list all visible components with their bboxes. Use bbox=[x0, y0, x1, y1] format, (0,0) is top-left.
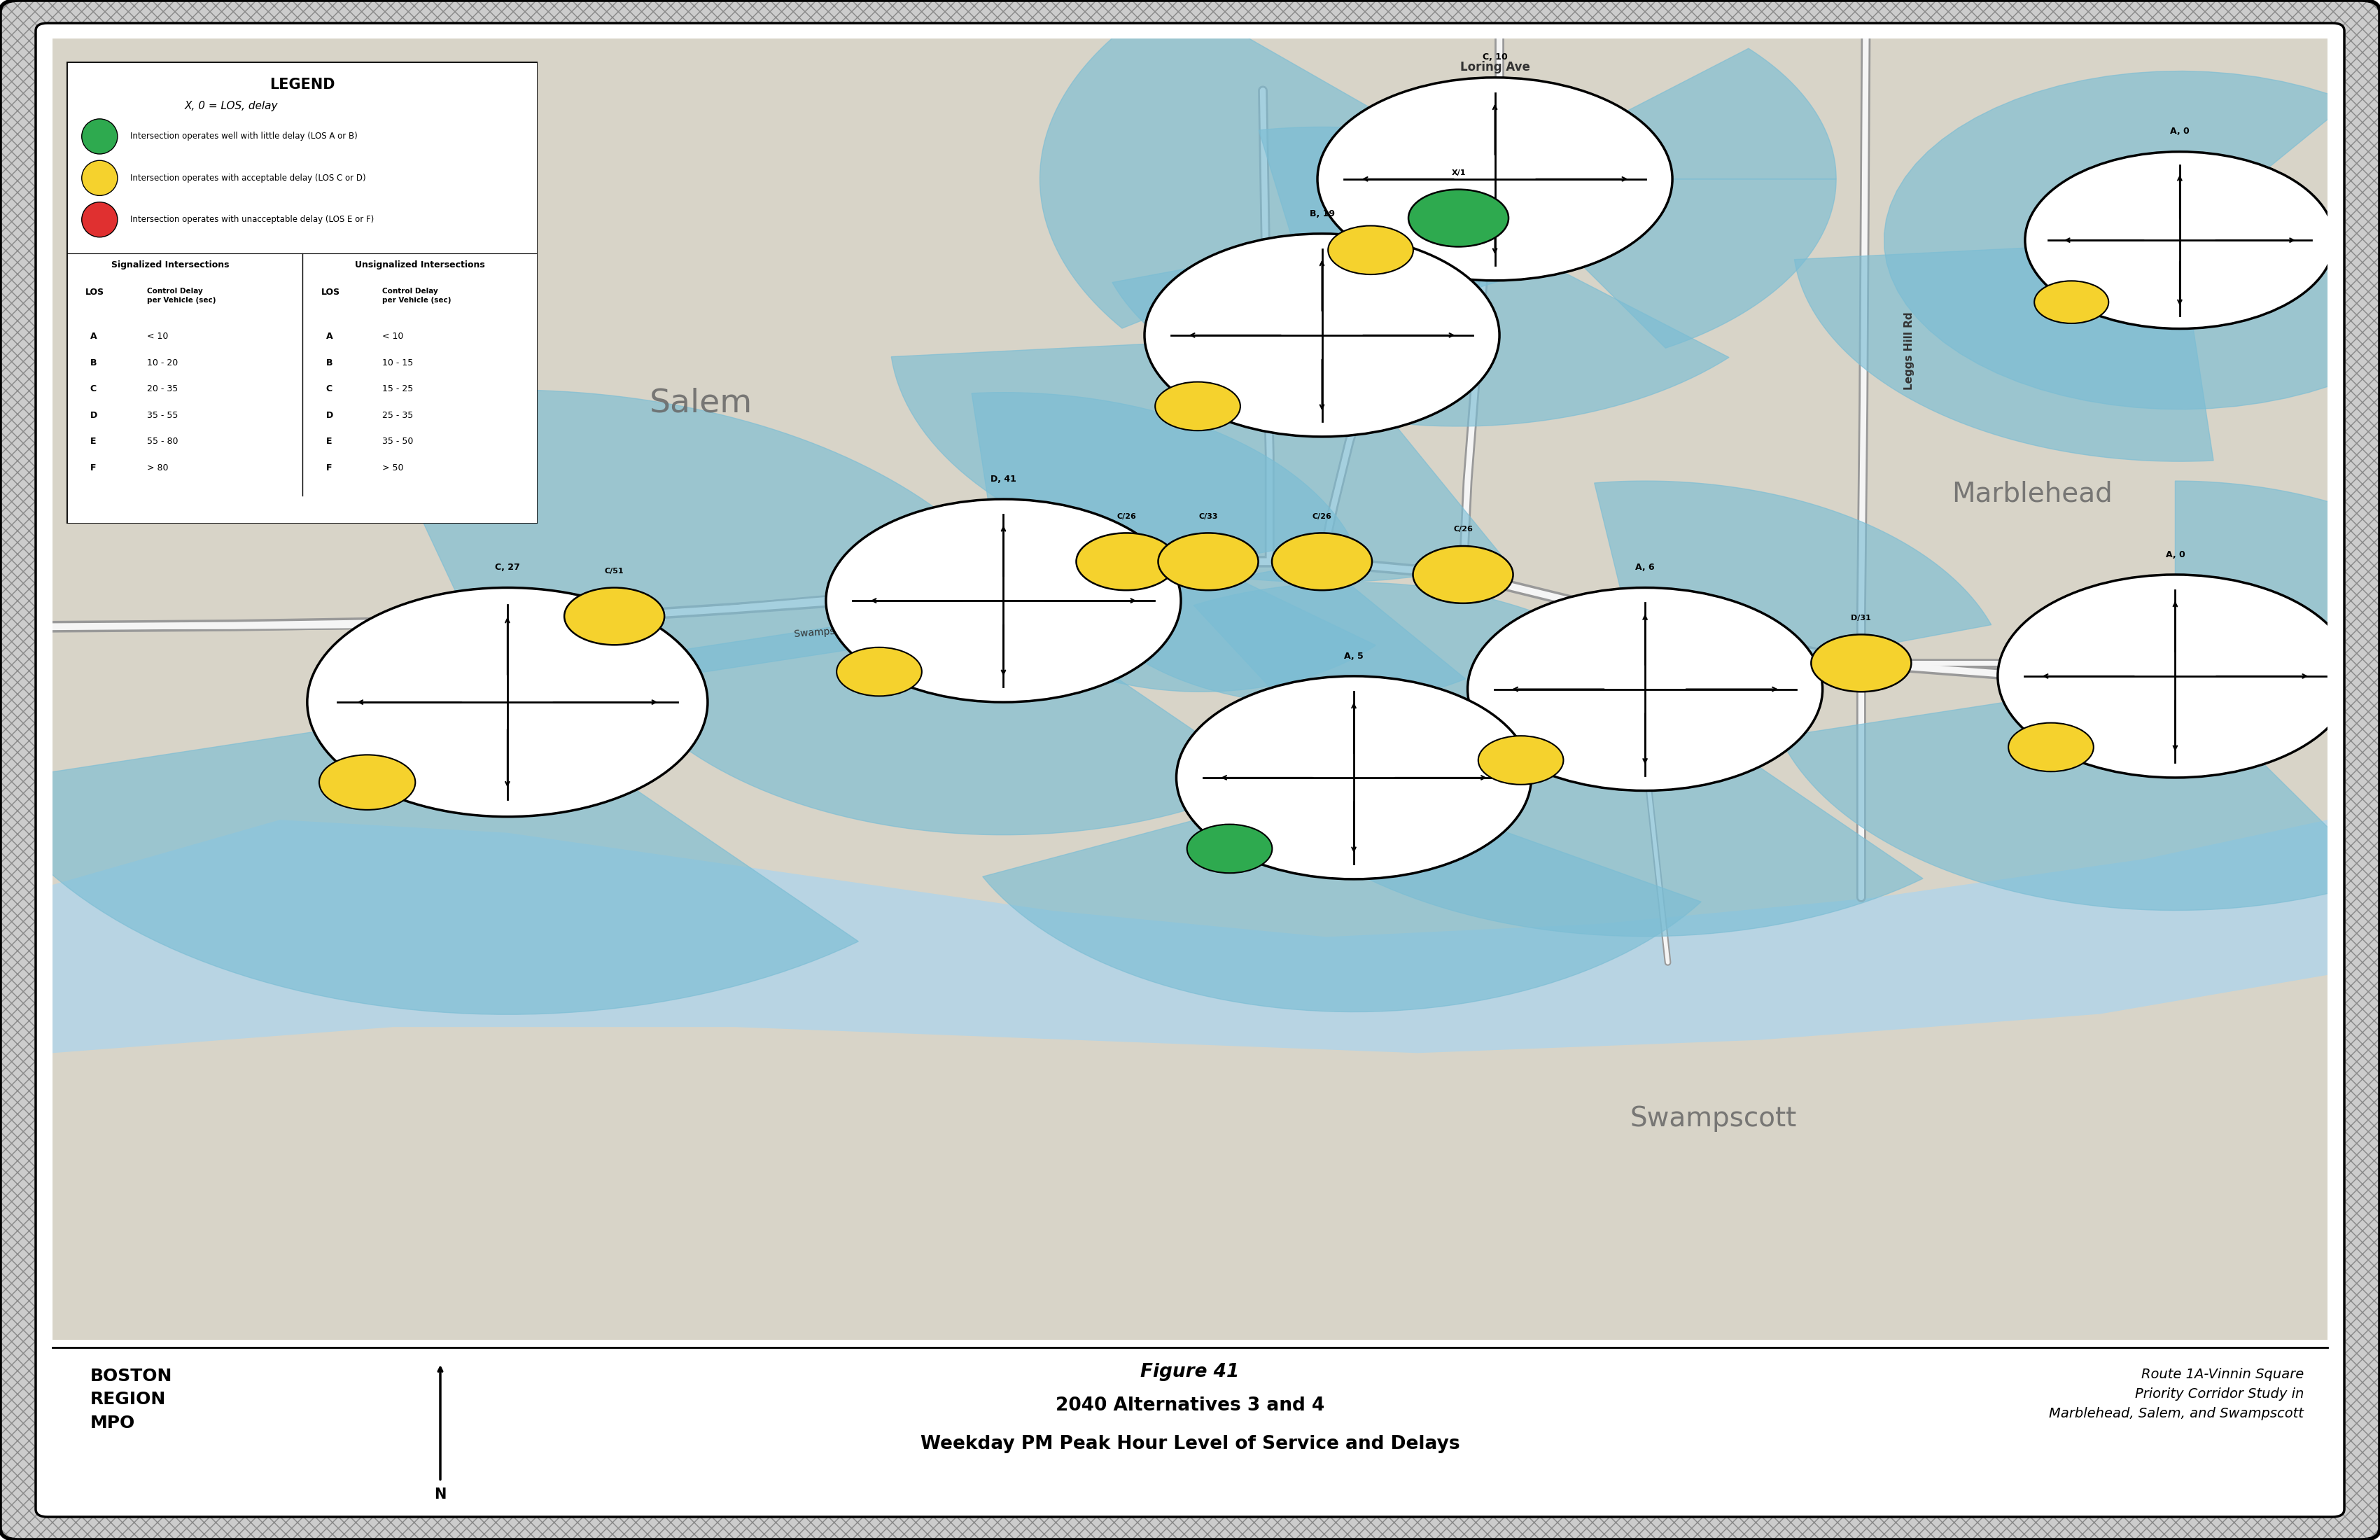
Text: Leggs Hill Rd: Leggs Hill Rd bbox=[1904, 311, 1914, 390]
Polygon shape bbox=[1111, 219, 1728, 427]
Text: 15 - 25: 15 - 25 bbox=[383, 385, 414, 394]
Text: Loring Ave: Loring Ave bbox=[1459, 60, 1530, 74]
Text: C/26: C/26 bbox=[1116, 513, 1135, 521]
Circle shape bbox=[2025, 152, 2335, 328]
Text: Weekday PM Peak Hour Level of Service and Delays: Weekday PM Peak Hour Level of Service an… bbox=[921, 1435, 1459, 1454]
Text: Tedesco St: Tedesco St bbox=[2082, 622, 2140, 631]
Polygon shape bbox=[52, 975, 2328, 1340]
Text: 25 - 35: 25 - 35 bbox=[383, 411, 414, 420]
Text: F: F bbox=[326, 464, 331, 473]
Text: Marblehead: Marblehead bbox=[1952, 480, 2113, 507]
Text: E: E bbox=[90, 437, 95, 447]
Text: 10 - 15: 10 - 15 bbox=[383, 359, 414, 367]
Polygon shape bbox=[983, 778, 1702, 1012]
Text: E: E bbox=[326, 437, 331, 447]
Text: A, 5: A, 5 bbox=[1345, 651, 1364, 661]
Text: > 50: > 50 bbox=[383, 464, 405, 473]
Circle shape bbox=[1478, 736, 1564, 784]
Polygon shape bbox=[1495, 179, 1837, 348]
Polygon shape bbox=[1495, 48, 1837, 179]
Circle shape bbox=[81, 119, 117, 154]
Circle shape bbox=[1414, 547, 1514, 604]
Polygon shape bbox=[890, 336, 1504, 582]
Circle shape bbox=[1811, 634, 1911, 691]
Circle shape bbox=[1176, 676, 1530, 879]
Text: Control Delay
per Vehicle (sec): Control Delay per Vehicle (sec) bbox=[148, 288, 217, 303]
Text: N: N bbox=[433, 1488, 447, 1502]
Circle shape bbox=[307, 588, 707, 816]
Circle shape bbox=[2035, 280, 2109, 323]
Circle shape bbox=[1159, 533, 1259, 590]
Polygon shape bbox=[0, 702, 859, 1015]
Text: C, 27: C, 27 bbox=[495, 564, 519, 571]
Text: C, 10: C, 10 bbox=[1483, 52, 1507, 62]
Circle shape bbox=[826, 499, 1180, 702]
Circle shape bbox=[564, 588, 664, 645]
Text: Salem
St: Salem St bbox=[1380, 373, 1418, 413]
Text: < 10: < 10 bbox=[148, 331, 169, 340]
Polygon shape bbox=[1259, 126, 1645, 336]
Text: > 80: > 80 bbox=[148, 464, 169, 473]
Polygon shape bbox=[1040, 0, 1495, 328]
Text: Intersection operates with unacceptable delay (LOS E or F): Intersection operates with unacceptable … bbox=[131, 216, 374, 225]
Text: C/26: C/26 bbox=[1311, 513, 1333, 521]
Text: 10 - 20: 10 - 20 bbox=[148, 359, 178, 367]
Text: LOS: LOS bbox=[321, 288, 340, 297]
Polygon shape bbox=[1595, 480, 1992, 690]
Text: Essex St: Essex St bbox=[866, 582, 921, 596]
Polygon shape bbox=[1795, 240, 2213, 462]
Text: LOS: LOS bbox=[86, 288, 105, 297]
Polygon shape bbox=[1228, 690, 1923, 936]
Circle shape bbox=[1319, 77, 1673, 280]
Text: C: C bbox=[90, 385, 98, 394]
Circle shape bbox=[1076, 533, 1176, 590]
Text: 55 - 80: 55 - 80 bbox=[148, 437, 178, 447]
Text: Control Delay
per Vehicle (sec): Control Delay per Vehicle (sec) bbox=[383, 288, 452, 303]
Text: B, 19: B, 19 bbox=[1309, 209, 1335, 219]
Text: C/51: C/51 bbox=[605, 568, 624, 574]
Polygon shape bbox=[971, 393, 1349, 601]
Text: D/31: D/31 bbox=[1852, 614, 1871, 622]
Text: 2040 Alternatives 3 and 4: 2040 Alternatives 3 and 4 bbox=[1054, 1397, 1326, 1415]
Text: A, 6: A, 6 bbox=[1635, 564, 1654, 571]
Text: X, 0 = LOS, delay: X, 0 = LOS, delay bbox=[186, 102, 278, 111]
Polygon shape bbox=[1028, 562, 1376, 691]
Circle shape bbox=[838, 647, 921, 696]
Text: F: F bbox=[90, 464, 95, 473]
Text: D, 41: D, 41 bbox=[990, 474, 1016, 484]
Circle shape bbox=[81, 160, 117, 196]
Text: C/33: C/33 bbox=[1200, 513, 1219, 521]
Circle shape bbox=[81, 202, 117, 237]
Circle shape bbox=[1997, 574, 2354, 778]
Text: B: B bbox=[90, 359, 98, 367]
Circle shape bbox=[2009, 722, 2094, 772]
Text: Intersection operates with acceptable delay (LOS C or D): Intersection operates with acceptable de… bbox=[131, 174, 367, 183]
Text: Intersection operates well with little delay (LOS A or B): Intersection operates well with little d… bbox=[131, 132, 357, 142]
Polygon shape bbox=[607, 601, 1266, 835]
Polygon shape bbox=[1780, 676, 2380, 910]
Circle shape bbox=[1154, 382, 1240, 431]
Polygon shape bbox=[1083, 562, 1466, 705]
Text: A, 0: A, 0 bbox=[2171, 126, 2190, 136]
Text: 35 - 50: 35 - 50 bbox=[383, 437, 414, 447]
Text: LEGEND: LEGEND bbox=[269, 77, 336, 92]
Polygon shape bbox=[1195, 582, 1654, 778]
Text: D: D bbox=[326, 411, 333, 420]
Text: A, 0: A, 0 bbox=[2166, 550, 2185, 559]
Text: 35 - 55: 35 - 55 bbox=[148, 411, 178, 420]
Text: Paradise Rd: Paradise Rd bbox=[1216, 276, 1228, 348]
Polygon shape bbox=[1885, 71, 2380, 410]
Circle shape bbox=[319, 755, 416, 810]
Circle shape bbox=[1145, 234, 1499, 437]
Polygon shape bbox=[2175, 480, 2380, 676]
Text: D: D bbox=[90, 411, 98, 420]
Text: 20 - 35: 20 - 35 bbox=[148, 385, 178, 394]
Text: Swampscott Mall Driveway: Swampscott Mall Driveway bbox=[795, 619, 926, 639]
Polygon shape bbox=[367, 390, 1035, 702]
Polygon shape bbox=[52, 38, 2328, 936]
Circle shape bbox=[1468, 588, 1823, 790]
Text: X/1: X/1 bbox=[1452, 169, 1466, 177]
Text: B: B bbox=[326, 359, 333, 367]
FancyBboxPatch shape bbox=[36, 23, 2344, 1517]
